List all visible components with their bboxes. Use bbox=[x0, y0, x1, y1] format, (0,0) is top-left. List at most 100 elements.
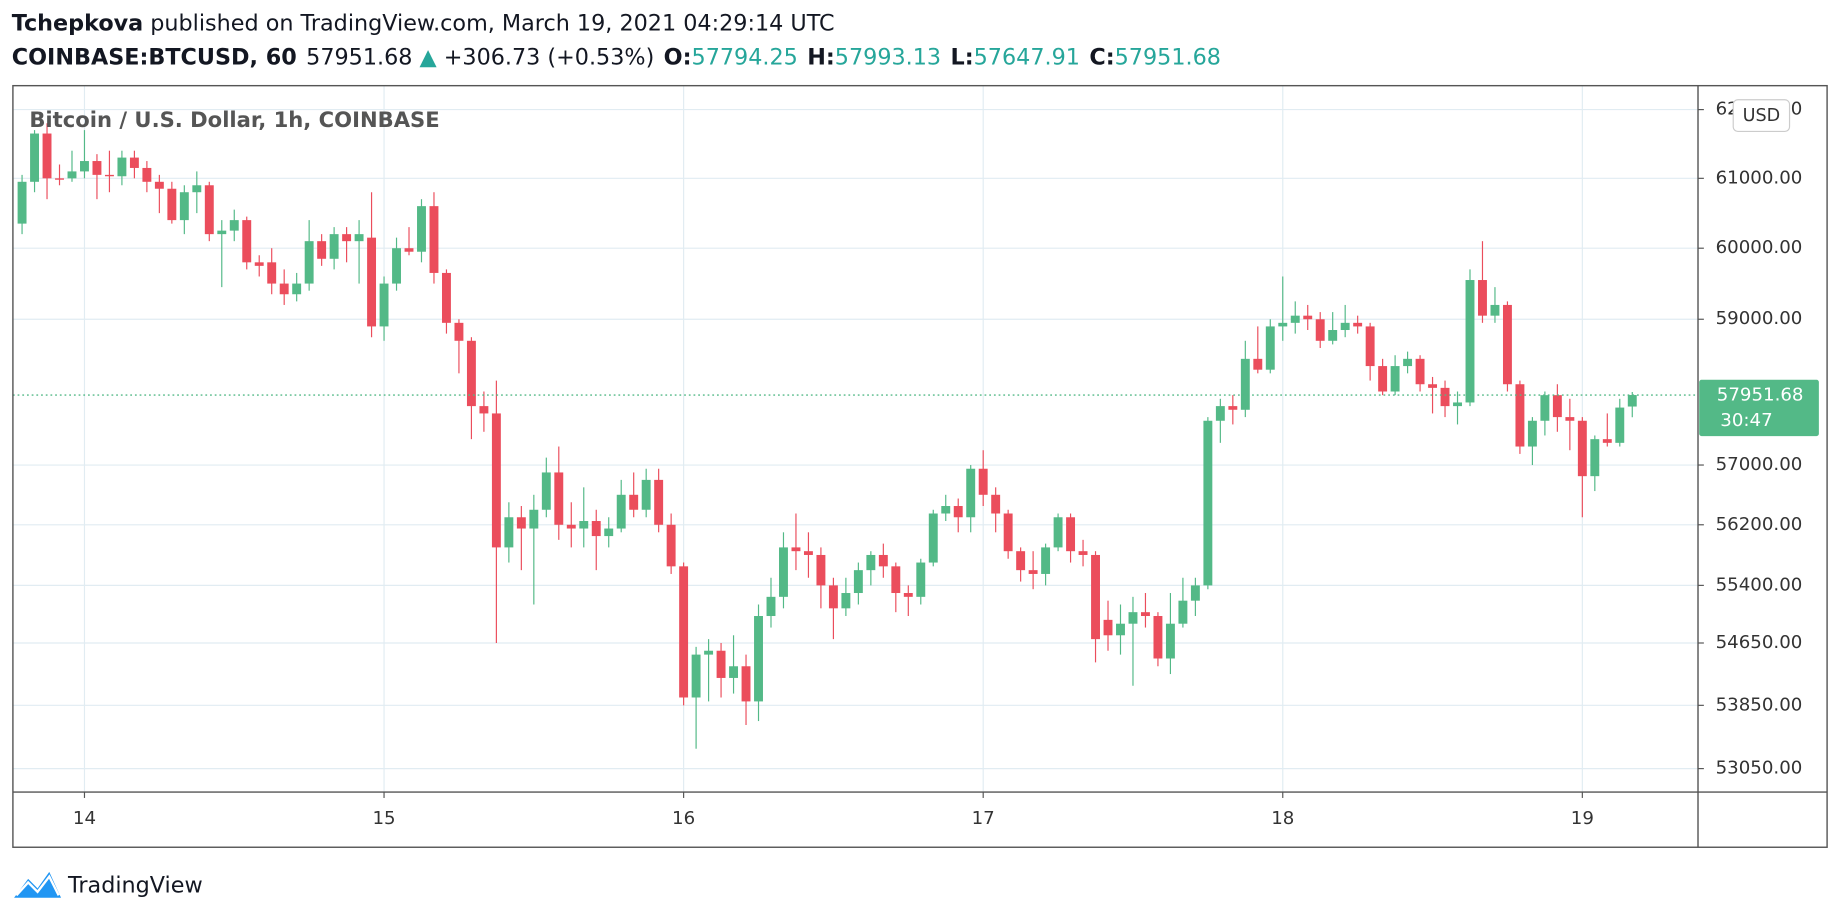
y-tick-label: 60000.00 bbox=[1716, 237, 1803, 258]
candle-body bbox=[991, 494, 1001, 514]
candle-body bbox=[816, 554, 826, 586]
candle-body bbox=[704, 650, 714, 655]
y-tick-label: 61000.00 bbox=[1716, 167, 1803, 188]
candle-body bbox=[591, 521, 601, 537]
candle-body bbox=[916, 562, 926, 597]
candle-body bbox=[529, 509, 539, 529]
candle-body bbox=[1278, 322, 1288, 327]
candle-body bbox=[117, 157, 127, 177]
y-tick-label: 55400.00 bbox=[1716, 574, 1803, 595]
candle-body bbox=[179, 192, 189, 221]
x-tick-label: 15 bbox=[372, 808, 395, 829]
brand-logo bbox=[14, 871, 62, 898]
candle-body bbox=[1552, 395, 1562, 418]
candle-body bbox=[429, 206, 439, 273]
symbol-line: COINBASE:BTCUSD, 60 57951.68 ▲ +306.73 (+0.… bbox=[12, 44, 1221, 70]
candle-body bbox=[42, 133, 52, 179]
candle-body bbox=[878, 554, 888, 567]
countdown: 30:47 bbox=[1720, 410, 1772, 431]
frame bbox=[12, 84, 1828, 848]
candle-body bbox=[604, 528, 614, 537]
candle-body bbox=[1577, 420, 1587, 477]
candle-body bbox=[1378, 366, 1388, 392]
candle-body bbox=[466, 340, 476, 407]
candle-body bbox=[1153, 616, 1163, 659]
candle-body bbox=[566, 524, 576, 529]
candle-body bbox=[167, 188, 177, 221]
candle-body bbox=[1515, 384, 1525, 447]
candle-body bbox=[903, 593, 913, 597]
candle-body bbox=[30, 133, 40, 182]
candle-body bbox=[129, 157, 139, 168]
candle-body bbox=[1365, 326, 1375, 367]
candle-body bbox=[80, 161, 89, 172]
candle-body bbox=[966, 468, 976, 518]
y-tick-label: 59000.00 bbox=[1716, 308, 1803, 329]
candle-body bbox=[1178, 600, 1188, 624]
ohlc-label: L: bbox=[951, 44, 974, 70]
candle-body bbox=[1602, 439, 1612, 443]
candle-body bbox=[1590, 439, 1600, 477]
candle-body bbox=[1540, 395, 1550, 421]
candle-body bbox=[616, 494, 626, 529]
y-tick-label: 56200.00 bbox=[1716, 514, 1803, 535]
candle-body bbox=[1203, 420, 1213, 586]
candle-body bbox=[1303, 315, 1313, 320]
axes: 53050.00 53850.00 54650.00 55400.00 56200.00… bbox=[73, 99, 1819, 829]
candle-body bbox=[1353, 322, 1363, 327]
candle-body bbox=[1453, 402, 1462, 407]
candle-body bbox=[1253, 358, 1263, 370]
candle-body bbox=[392, 248, 401, 284]
candle-body bbox=[741, 666, 751, 702]
candle-body bbox=[192, 185, 202, 193]
y-tick-label: 54650.00 bbox=[1716, 632, 1803, 653]
ohlc-value: 57993.13 bbox=[835, 44, 941, 70]
arrow: ▲ bbox=[420, 44, 438, 70]
candle-body bbox=[941, 506, 951, 514]
header-line: Tchepkova published on TradingView.com, M… bbox=[12, 10, 835, 36]
candle-body bbox=[1103, 619, 1113, 636]
candle-body bbox=[1340, 322, 1350, 331]
candle-body bbox=[491, 413, 501, 548]
y-tick-label: 57000.00 bbox=[1716, 454, 1803, 475]
x-tick-label: 14 bbox=[73, 808, 96, 829]
candle-body bbox=[55, 178, 64, 180]
candle-body bbox=[891, 566, 901, 594]
candle-body bbox=[1190, 585, 1200, 601]
ohlc-value: 57951.68 bbox=[1115, 44, 1221, 70]
candle-body bbox=[579, 521, 589, 529]
candle-body bbox=[716, 650, 726, 678]
last-price-box bbox=[1699, 379, 1819, 437]
candle-body bbox=[691, 654, 701, 698]
candle-body bbox=[1228, 406, 1238, 410]
author: Tchepkova bbox=[12, 10, 143, 36]
brand: TradingView bbox=[67, 872, 203, 898]
candle-body bbox=[679, 566, 689, 698]
candle-body bbox=[354, 234, 364, 242]
candle-body bbox=[841, 593, 851, 609]
candle-body bbox=[342, 234, 352, 242]
candle-body bbox=[417, 206, 426, 252]
candle-body bbox=[554, 472, 564, 525]
x-tick-label: 19 bbox=[1571, 808, 1594, 829]
candle-body bbox=[1615, 407, 1625, 443]
candle-body bbox=[666, 524, 676, 567]
candle-body bbox=[454, 322, 464, 341]
candle-body bbox=[541, 472, 551, 510]
candle-body bbox=[279, 283, 289, 295]
candle-body bbox=[1465, 280, 1475, 403]
candle-body bbox=[379, 283, 389, 327]
candle-body bbox=[217, 230, 227, 235]
candle-body bbox=[766, 596, 776, 617]
y-tick-label: 53850.00 bbox=[1716, 694, 1803, 715]
x-tick-label: 16 bbox=[672, 808, 695, 829]
candle-body bbox=[1028, 570, 1038, 574]
candle-body bbox=[317, 241, 327, 259]
candle-body bbox=[1502, 304, 1512, 385]
candle-body bbox=[803, 551, 813, 555]
candle-body bbox=[978, 468, 988, 495]
candle-body bbox=[1091, 554, 1100, 640]
candle-body bbox=[1565, 417, 1575, 421]
candle-body bbox=[1428, 384, 1438, 388]
ohlc-label: H: bbox=[807, 44, 835, 70]
